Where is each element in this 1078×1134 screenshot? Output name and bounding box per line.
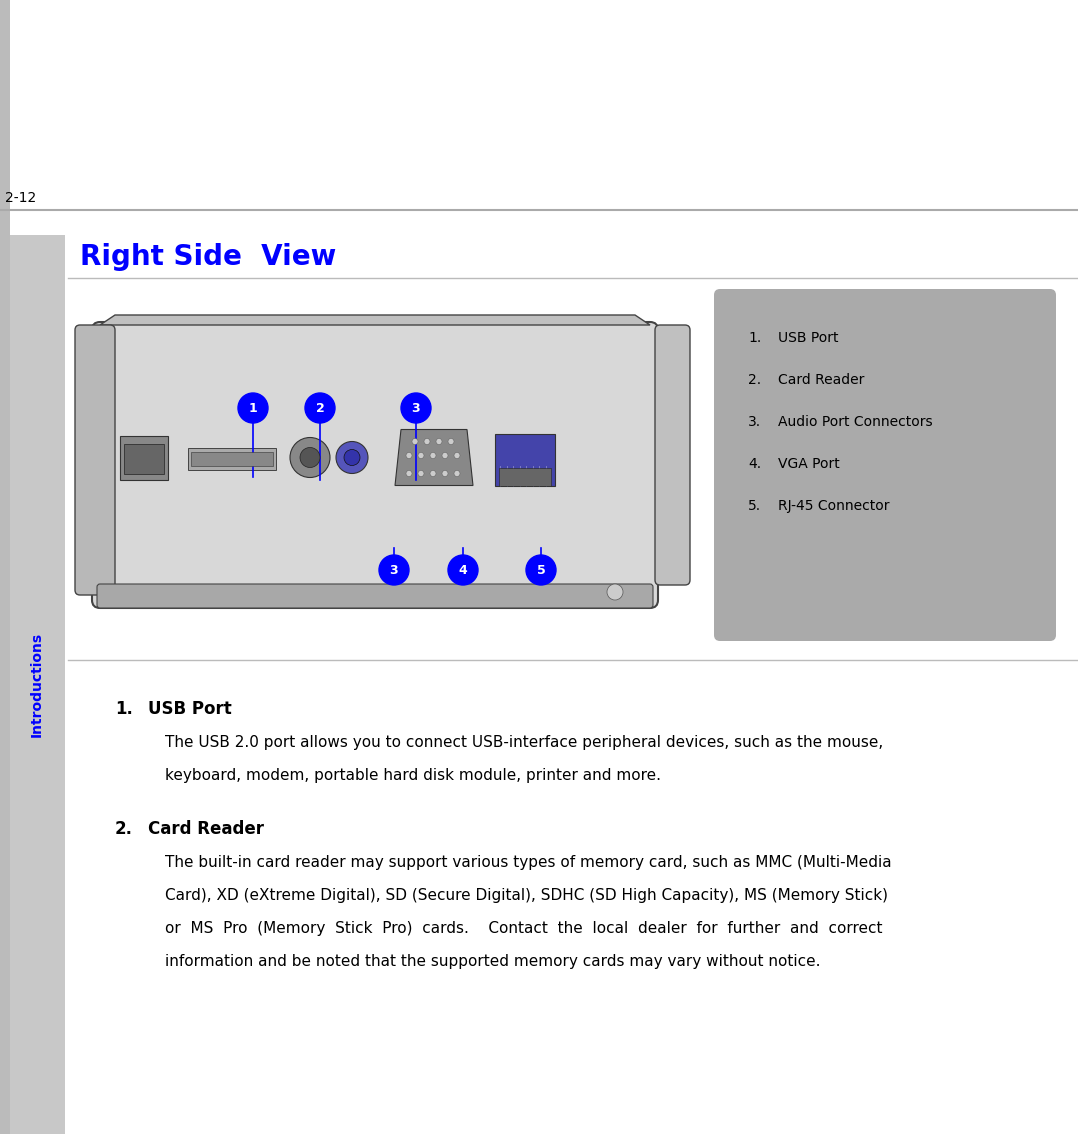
FancyBboxPatch shape bbox=[655, 325, 690, 585]
Text: USB Port: USB Port bbox=[148, 700, 232, 718]
Circle shape bbox=[454, 452, 460, 458]
Text: 2.: 2. bbox=[115, 820, 133, 838]
Circle shape bbox=[412, 439, 418, 445]
FancyBboxPatch shape bbox=[75, 325, 115, 595]
FancyBboxPatch shape bbox=[92, 322, 658, 608]
Circle shape bbox=[526, 555, 556, 585]
Text: RJ-45 Connector: RJ-45 Connector bbox=[778, 499, 889, 513]
Circle shape bbox=[238, 393, 268, 423]
Text: VGA Port: VGA Port bbox=[778, 457, 840, 471]
Text: Audio Port Connectors: Audio Port Connectors bbox=[778, 415, 932, 429]
Text: 1: 1 bbox=[249, 401, 258, 415]
Circle shape bbox=[336, 441, 368, 474]
Circle shape bbox=[430, 471, 436, 476]
Circle shape bbox=[607, 584, 623, 600]
Circle shape bbox=[448, 439, 454, 445]
Text: Card Reader: Card Reader bbox=[778, 373, 865, 387]
FancyBboxPatch shape bbox=[191, 451, 273, 465]
Text: 2.: 2. bbox=[748, 373, 761, 387]
Text: keyboard, modem, portable hard disk module, printer and more.: keyboard, modem, portable hard disk modu… bbox=[165, 768, 661, 782]
Text: 3: 3 bbox=[412, 401, 420, 415]
Circle shape bbox=[448, 555, 478, 585]
Text: Card Reader: Card Reader bbox=[148, 820, 264, 838]
Text: 1.: 1. bbox=[115, 700, 133, 718]
Text: 4.: 4. bbox=[748, 457, 761, 471]
FancyBboxPatch shape bbox=[495, 433, 555, 485]
Circle shape bbox=[418, 452, 424, 458]
Text: 5: 5 bbox=[537, 564, 545, 576]
FancyBboxPatch shape bbox=[124, 443, 164, 474]
Circle shape bbox=[406, 452, 412, 458]
Text: 2-12: 2-12 bbox=[5, 191, 37, 205]
Text: or  MS  Pro  (Memory  Stick  Pro)  cards.    Contact  the  local  dealer  for  f: or MS Pro (Memory Stick Pro) cards. Cont… bbox=[165, 921, 883, 936]
Text: The USB 2.0 port allows you to connect USB-interface peripheral devices, such as: The USB 2.0 port allows you to connect U… bbox=[165, 735, 883, 750]
FancyBboxPatch shape bbox=[97, 584, 653, 608]
Text: USB Port: USB Port bbox=[778, 331, 839, 345]
Text: 3.: 3. bbox=[748, 415, 761, 429]
Text: The built-in card reader may support various types of memory card, such as MMC (: The built-in card reader may support var… bbox=[165, 855, 892, 870]
Text: 1.: 1. bbox=[748, 331, 761, 345]
Polygon shape bbox=[395, 430, 473, 485]
FancyBboxPatch shape bbox=[0, 0, 10, 1134]
Circle shape bbox=[406, 471, 412, 476]
Text: Card), XD (eXtreme Digital), SD (Secure Digital), SDHC (SD High Capacity), MS (M: Card), XD (eXtreme Digital), SD (Secure … bbox=[165, 888, 888, 903]
FancyBboxPatch shape bbox=[499, 467, 551, 485]
Text: 3: 3 bbox=[389, 564, 398, 576]
FancyBboxPatch shape bbox=[188, 448, 276, 469]
Circle shape bbox=[442, 452, 448, 458]
Text: 2: 2 bbox=[316, 401, 324, 415]
Circle shape bbox=[418, 471, 424, 476]
Circle shape bbox=[430, 452, 436, 458]
Text: information and be noted that the supported memory cards may vary without notice: information and be noted that the suppor… bbox=[165, 954, 820, 968]
Circle shape bbox=[436, 439, 442, 445]
Text: 5.: 5. bbox=[748, 499, 761, 513]
Circle shape bbox=[379, 555, 409, 585]
FancyBboxPatch shape bbox=[10, 235, 65, 1134]
Circle shape bbox=[442, 471, 448, 476]
Circle shape bbox=[454, 471, 460, 476]
Circle shape bbox=[300, 448, 320, 467]
Text: Introductions: Introductions bbox=[30, 632, 44, 737]
Polygon shape bbox=[100, 315, 650, 325]
FancyBboxPatch shape bbox=[714, 289, 1056, 641]
Circle shape bbox=[344, 449, 360, 465]
Circle shape bbox=[424, 439, 430, 445]
Text: Right Side  View: Right Side View bbox=[80, 243, 336, 271]
Text: 4: 4 bbox=[458, 564, 468, 576]
FancyBboxPatch shape bbox=[120, 435, 168, 480]
Circle shape bbox=[401, 393, 431, 423]
Circle shape bbox=[305, 393, 335, 423]
Circle shape bbox=[290, 438, 330, 477]
